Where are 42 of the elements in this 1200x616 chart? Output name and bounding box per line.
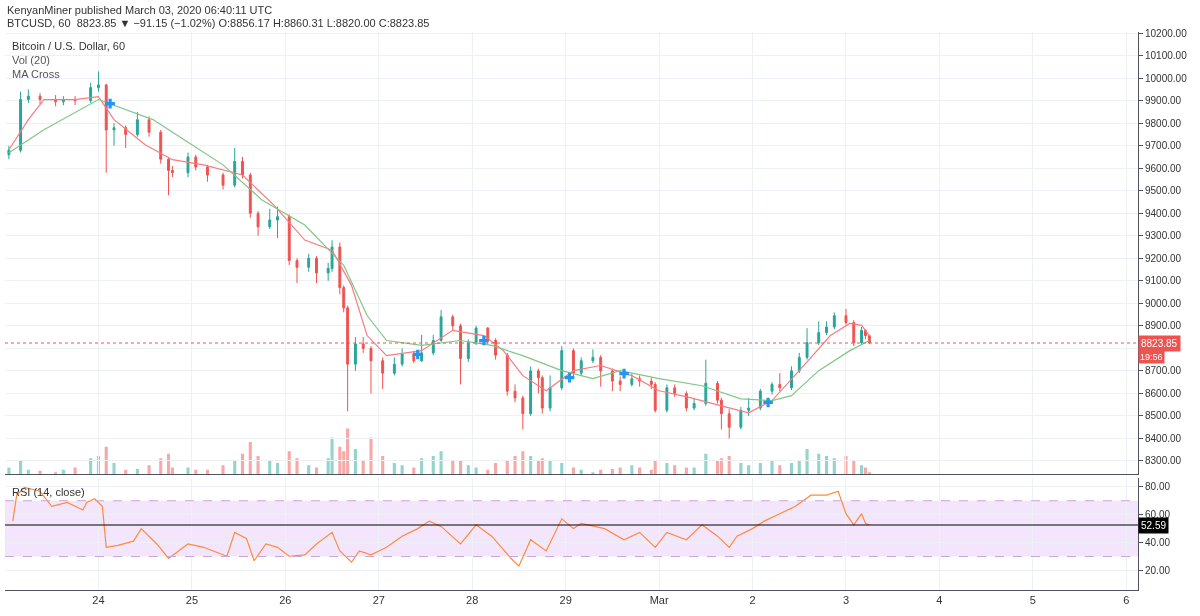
text: 19:56 [1140, 352, 1163, 362]
y-tick-label: 9600.00 [1145, 162, 1182, 174]
y-tick-label: 9200.00 [1145, 252, 1182, 264]
y-tick-label: 8500.00 [1145, 410, 1182, 422]
y-tick-label: 9800.00 [1145, 117, 1182, 129]
y-tick-label: 9700.00 [1145, 140, 1182, 152]
x-tick-label: 4 [936, 594, 943, 607]
ref-line-label: 52.59 [1141, 520, 1167, 531]
x-tick-label: Mar [649, 594, 669, 607]
y-tick-label: 8300.00 [1145, 455, 1182, 467]
x-tick-label: 26 [279, 594, 292, 607]
ref-line-label: 8823.85 [1141, 338, 1178, 349]
y-tick-label: 9300.00 [1145, 230, 1182, 242]
y-tick-label: 8700.00 [1145, 365, 1182, 377]
y-tick-label: 80.00 [1145, 481, 1171, 493]
y-tick-label: 20.00 [1145, 564, 1171, 576]
y-tick-label: 8900.00 [1145, 320, 1182, 332]
x-tick-label: 3 [842, 594, 850, 607]
x-tick-label: 2 [749, 594, 756, 607]
y-tick-label: 9100.00 [1145, 275, 1182, 287]
y-tick-label: 10200.00 [1145, 27, 1188, 39]
y-tick-label: 10000.00 [1145, 72, 1188, 84]
y-tick-label: 40.00 [1145, 537, 1171, 549]
annotation: Bitcoin / U.S. Dollar, 60 [12, 40, 126, 52]
x-tick-label: 29 [559, 594, 572, 607]
y-tick-label: 9000.00 [1145, 297, 1182, 309]
y-tick-label: 8600.00 [1145, 387, 1182, 399]
x-tick-label: 25 [185, 594, 199, 607]
x-tick-label: 6 [1123, 594, 1130, 607]
x-tick-label: 5 [1029, 594, 1036, 607]
y-tick-label: 9400.00 [1145, 207, 1182, 219]
y-tick-label: 9500.00 [1145, 185, 1182, 197]
x-tick-label: 24 [92, 594, 105, 607]
annotation: Vol (20) [12, 54, 50, 66]
y-tick-label: 10100.00 [1145, 50, 1188, 62]
chart-subtitle: BTCUSD, 60 8823.85 ▼ −91.15 (−1.02%) O:8856.17 H:8860.31 L:8820.00 C:8823.85 [7, 17, 430, 29]
y-tick-label: 8400.00 [1145, 432, 1182, 444]
x-tick-label: 27 [372, 594, 385, 607]
y-tick-label: 9900.00 [1145, 95, 1182, 107]
x-tick-label: 28 [466, 594, 479, 607]
chart-title: KenyanMiner published March 03, 2020 06:40:11 UTC [7, 4, 273, 16]
annotation: MA Cross [12, 68, 61, 80]
